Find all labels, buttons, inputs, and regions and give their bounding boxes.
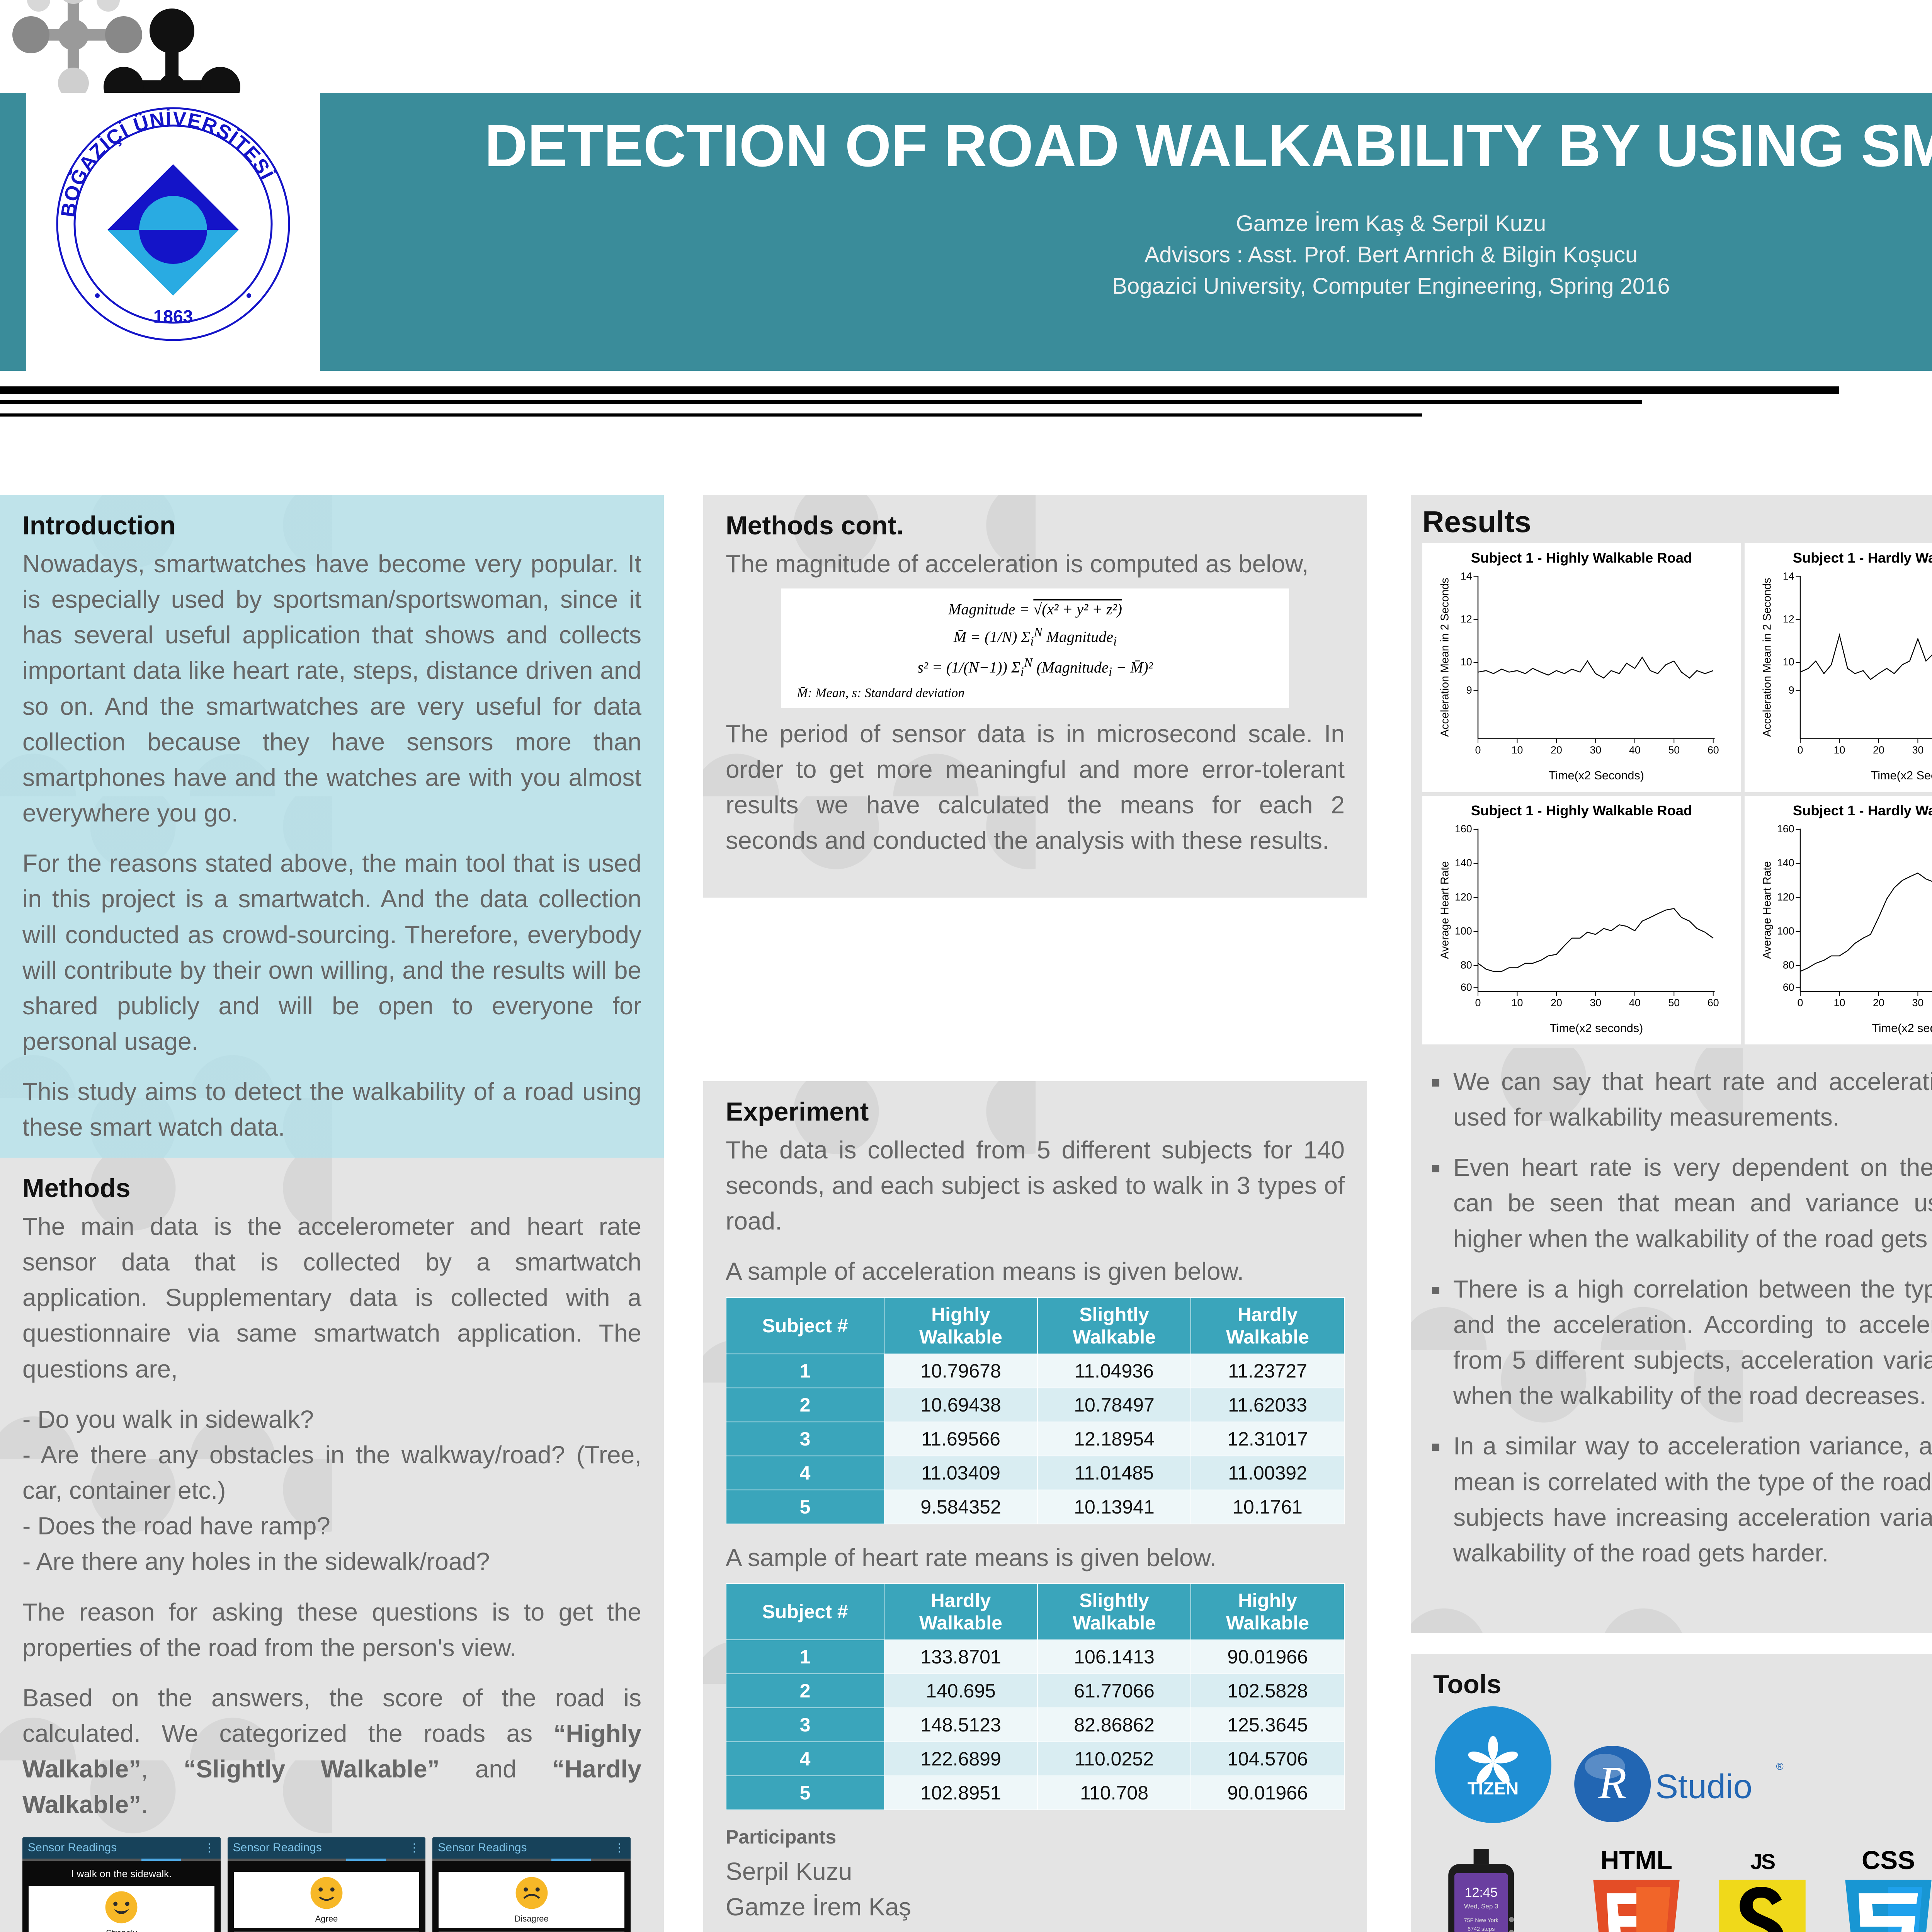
svg-text:30: 30 xyxy=(1590,744,1601,756)
svg-text:10: 10 xyxy=(1461,656,1472,668)
svg-text:120: 120 xyxy=(1455,891,1472,903)
svg-text:100: 100 xyxy=(1777,925,1794,937)
svg-text:14: 14 xyxy=(1461,570,1472,582)
svg-text:12: 12 xyxy=(1461,613,1472,625)
svg-text:12: 12 xyxy=(1783,613,1794,625)
svg-text:JS: JS xyxy=(1750,1850,1775,1874)
svg-text:60: 60 xyxy=(1461,981,1472,993)
svg-text:10: 10 xyxy=(1512,997,1523,1009)
svg-text:Acceleration Mean in 2 Seconds: Acceleration Mean in 2 Seconds xyxy=(1761,578,1773,737)
svg-text:Time(x2 Seconds): Time(x2 Seconds) xyxy=(1871,769,1932,782)
svg-text:140: 140 xyxy=(1777,857,1794,869)
svg-text:Time(x2 seconds): Time(x2 seconds) xyxy=(1549,1022,1643,1035)
svg-text:10: 10 xyxy=(1834,997,1845,1009)
svg-text:Time(x2 Seconds): Time(x2 Seconds) xyxy=(1549,769,1644,782)
svg-text:160: 160 xyxy=(1777,823,1794,835)
svg-text:R: R xyxy=(1598,1757,1627,1808)
svg-text:20: 20 xyxy=(1873,744,1884,756)
svg-text:Subject 1 - Highly Walkable Ro: Subject 1 - Highly Walkable Road xyxy=(1471,550,1692,566)
svg-text:Average Heart Rate: Average Heart Rate xyxy=(1439,861,1451,959)
svg-text:10: 10 xyxy=(1834,744,1845,756)
svg-text:40: 40 xyxy=(1629,744,1641,756)
svg-text:Subject 1 - Highly Walkable Ro: Subject 1 - Highly Walkable Road xyxy=(1471,803,1692,818)
svg-text:Subject 1 - Hardly Walkable Ro: Subject 1 - Hardly Walkable Road xyxy=(1793,803,1932,818)
svg-text:30: 30 xyxy=(1912,997,1923,1009)
svg-text:30: 30 xyxy=(1590,997,1601,1009)
svg-text:20: 20 xyxy=(1551,997,1562,1009)
svg-text:Average Heart Rate: Average Heart Rate xyxy=(1761,861,1773,959)
svg-text:80: 80 xyxy=(1783,959,1794,971)
svg-text:0: 0 xyxy=(1475,997,1481,1009)
svg-text:80: 80 xyxy=(1461,959,1472,971)
svg-text:0: 0 xyxy=(1798,997,1803,1009)
svg-text:HTML: HTML xyxy=(1600,1850,1672,1875)
svg-text:0: 0 xyxy=(1475,744,1481,756)
svg-text:60: 60 xyxy=(1783,981,1794,993)
svg-text:6742 steps: 6742 steps xyxy=(1468,1926,1495,1932)
svg-text:14: 14 xyxy=(1783,570,1794,582)
svg-text:®: ® xyxy=(1776,1761,1783,1772)
svg-text:Acceleration Mean in 2 Seconds: Acceleration Mean in 2 Seconds xyxy=(1439,578,1451,737)
svg-text:20: 20 xyxy=(1551,744,1562,756)
svg-text:60: 60 xyxy=(1708,744,1719,756)
svg-text:30: 30 xyxy=(1912,744,1923,756)
svg-text:0: 0 xyxy=(1798,744,1803,756)
svg-text:Studio: Studio xyxy=(1655,1767,1752,1805)
svg-text:160: 160 xyxy=(1455,823,1472,835)
svg-text:9: 9 xyxy=(1789,684,1794,696)
svg-text:Wed, Sep 3: Wed, Sep 3 xyxy=(1464,1903,1498,1910)
svg-text:50: 50 xyxy=(1668,997,1680,1009)
svg-text:50: 50 xyxy=(1668,744,1680,756)
svg-text:9: 9 xyxy=(1466,684,1472,696)
svg-text:CSS: CSS xyxy=(1862,1850,1915,1875)
svg-text:120: 120 xyxy=(1777,891,1794,903)
svg-text:10: 10 xyxy=(1783,656,1794,668)
svg-text:100: 100 xyxy=(1455,925,1472,937)
svg-text:10: 10 xyxy=(1512,744,1523,756)
svg-text:20: 20 xyxy=(1873,997,1884,1009)
svg-text:Time(x2 seconds): Time(x2 seconds) xyxy=(1872,1022,1932,1035)
svg-text:75F New York: 75F New York xyxy=(1464,1918,1498,1924)
svg-text:140: 140 xyxy=(1455,857,1472,869)
svg-text:TIZEN: TIZEN xyxy=(1468,1779,1519,1798)
svg-text:1863: 1863 xyxy=(153,306,193,327)
svg-text:40: 40 xyxy=(1629,997,1641,1009)
svg-text:Subject 1 - Hardly Walkable Ro: Subject 1 - Hardly Walkable Road xyxy=(1793,550,1932,566)
svg-text:60: 60 xyxy=(1708,997,1719,1009)
svg-text:12:45: 12:45 xyxy=(1465,1885,1498,1900)
